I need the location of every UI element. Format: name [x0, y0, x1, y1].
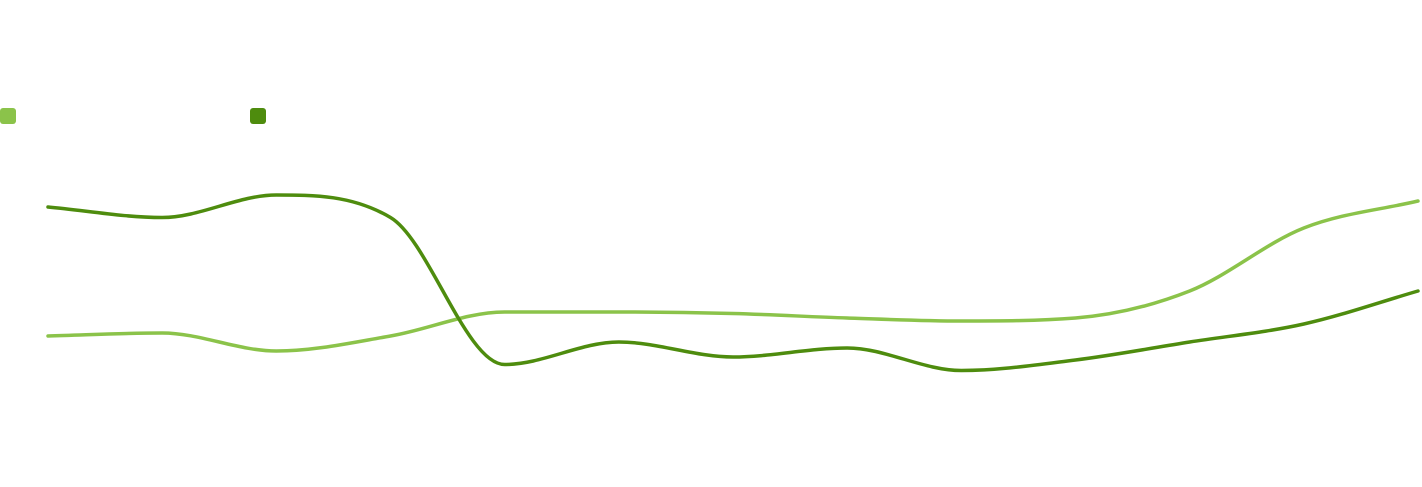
- data-point-series-1-1[interactable]: [156, 327, 168, 339]
- data-point-series-1-11[interactable]: [1298, 222, 1310, 234]
- data-point-series-2-10[interactable]: [1184, 336, 1196, 348]
- legend-swatch-series-2: [250, 108, 266, 124]
- data-point-series-2-5[interactable]: [613, 336, 625, 348]
- legend: [0, 106, 1422, 126]
- legend-item-series-2[interactable]: [250, 106, 274, 126]
- data-point-series-1-7[interactable]: [841, 312, 853, 324]
- data-point-series-2-7[interactable]: [841, 342, 853, 354]
- data-point-series-2-11[interactable]: [1298, 318, 1310, 330]
- data-point-series-2-8[interactable]: [955, 365, 967, 377]
- data-point-series-2-3[interactable]: [385, 212, 397, 224]
- data-point-series-1-6[interactable]: [727, 308, 739, 320]
- data-point-series-2-2[interactable]: [270, 189, 282, 201]
- series-line-1: [46, 199, 1420, 353]
- legend-item-series-1[interactable]: [0, 106, 24, 126]
- data-point-series-1-12[interactable]: [1412, 195, 1422, 207]
- legend-swatch-series-1: [0, 108, 16, 124]
- data-point-series-1-4[interactable]: [499, 306, 511, 318]
- data-point-series-2-9[interactable]: [1070, 354, 1082, 366]
- data-point-series-2-6[interactable]: [727, 351, 739, 363]
- data-point-series-2-12[interactable]: [1412, 285, 1422, 297]
- data-point-series-1-8[interactable]: [955, 315, 967, 327]
- data-point-series-2-4[interactable]: [499, 359, 511, 371]
- series-line-2: [46, 193, 1420, 373]
- data-point-series-1-9[interactable]: [1070, 312, 1082, 324]
- data-point-series-1-5[interactable]: [613, 306, 625, 318]
- series-lines: [42, 189, 1422, 377]
- data-point-series-1-3[interactable]: [385, 330, 397, 342]
- data-point-series-2-1[interactable]: [156, 212, 168, 224]
- data-point-series-2-0[interactable]: [42, 201, 54, 213]
- data-point-series-1-2[interactable]: [270, 345, 282, 357]
- data-point-series-1-0[interactable]: [42, 330, 54, 342]
- data-point-series-1-10[interactable]: [1184, 285, 1196, 297]
